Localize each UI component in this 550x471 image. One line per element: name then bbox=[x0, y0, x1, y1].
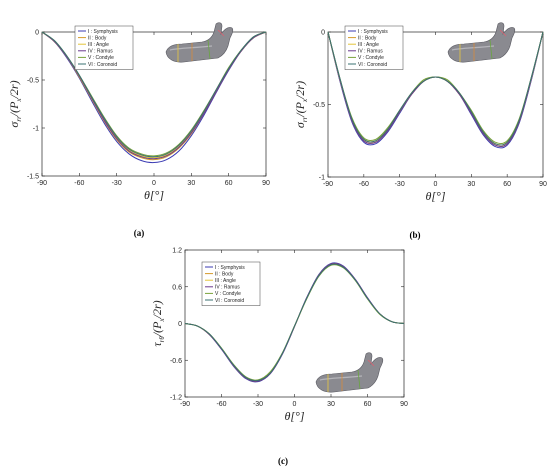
legend-entry: V : Condyle bbox=[358, 55, 384, 61]
x-tick-label: 0 bbox=[434, 181, 438, 188]
x-tick-label: -90 bbox=[37, 180, 47, 187]
x-tick-label: 60 bbox=[503, 181, 511, 188]
legend-entry: II : Body bbox=[88, 35, 107, 41]
x-tick-label: 60 bbox=[364, 401, 372, 408]
legend-entry: I : Symphysis bbox=[358, 29, 388, 35]
y-tick-label: 0 bbox=[35, 30, 39, 37]
chart-c: -90 -60 -30 0 30 60 90 1.2 0.6 0 -0.6 -1.2 I : Symph… bbox=[150, 248, 408, 467]
x-tick-label: 90 bbox=[262, 180, 270, 187]
y-axis-label: τrθ/(Px/2r) bbox=[150, 300, 166, 346]
panel-caption: (c) bbox=[278, 456, 288, 466]
x-tick-label: 90 bbox=[539, 181, 547, 188]
jaw-model-illustration bbox=[315, 352, 384, 393]
x-tick-label: 90 bbox=[400, 401, 408, 408]
y-tick-label: -1 bbox=[33, 126, 39, 133]
jaw-model-illustration bbox=[165, 22, 234, 63]
legend-entry: IV : Ramus bbox=[358, 49, 383, 55]
legend-entry: IV : Ramus bbox=[215, 285, 240, 291]
legend-entry: VI : Coronoid bbox=[88, 62, 117, 68]
legend-box bbox=[344, 25, 404, 70]
legend-entry: III : Angle bbox=[215, 278, 236, 284]
x-tick-label: -30 bbox=[395, 181, 405, 188]
legend-entry: VI : Coronoid bbox=[215, 298, 244, 304]
y-tick-label: 0 bbox=[178, 321, 182, 328]
series-line-6 bbox=[327, 31, 544, 146]
x-tick-label: -90 bbox=[323, 181, 333, 188]
x-tick-label: 30 bbox=[187, 180, 195, 187]
y-tick-label: -0.6 bbox=[170, 358, 182, 365]
y-tick-label: 0 bbox=[321, 30, 325, 37]
x-tick-label: -60 bbox=[359, 181, 369, 188]
x-tick-label: 0 bbox=[293, 401, 297, 408]
legend-entry: I : Symphysis bbox=[88, 29, 118, 35]
x-tick-label: 0 bbox=[152, 180, 156, 187]
x-tick-label: -60 bbox=[216, 401, 226, 408]
series-line-6 bbox=[41, 31, 267, 158]
y-tick-label: -1.2 bbox=[170, 395, 182, 402]
panel-caption: (b) bbox=[410, 230, 421, 240]
jaw-model-illustration bbox=[447, 22, 516, 63]
legend-entry: II : Body bbox=[215, 271, 234, 277]
y-axis-label: σrr/(Px/2r) bbox=[7, 80, 23, 127]
legend-entry: III : Angle bbox=[88, 42, 109, 48]
legend-entry: VI : Coronoid bbox=[358, 62, 387, 68]
x-tick-label: -30 bbox=[112, 180, 122, 187]
y-tick-label: -1 bbox=[319, 175, 325, 182]
legend-entry: III : Angle bbox=[358, 42, 379, 48]
y-axis-label: σrr/(Px/2r) bbox=[293, 81, 309, 128]
chart-a: -90 -60 -30 0 30 60 90 0 -0.5 -1 -1.5 I : Symphysis… bbox=[7, 22, 270, 238]
x-axis-label: θ[°] bbox=[284, 409, 304, 423]
x-tick-label: -90 bbox=[180, 401, 190, 408]
legend-entry: IV : Ramus bbox=[88, 49, 113, 55]
y-tick-label: -0.5 bbox=[27, 78, 39, 85]
panel-caption: (a) bbox=[134, 228, 145, 238]
x-tick-label: 60 bbox=[225, 180, 233, 187]
x-tick-label: -30 bbox=[253, 401, 263, 408]
x-axis-label: θ[°] bbox=[425, 189, 445, 203]
legend-entry: II : Body bbox=[358, 35, 377, 41]
y-tick-label: 1.2 bbox=[172, 248, 182, 255]
x-tick-label: 30 bbox=[467, 181, 475, 188]
legend-box bbox=[201, 261, 261, 306]
legend-entry: I : Symphysis bbox=[215, 265, 245, 271]
y-tick-label: -1.5 bbox=[27, 174, 39, 181]
x-tick-label: -60 bbox=[74, 180, 84, 187]
x-axis-label: θ[°] bbox=[144, 188, 164, 202]
legend-entry: V : Condyle bbox=[215, 291, 241, 297]
y-tick-label: 0.6 bbox=[172, 284, 182, 291]
legend-box bbox=[74, 25, 134, 70]
series-line-6 bbox=[184, 263, 405, 382]
x-tick-label: 30 bbox=[327, 401, 335, 408]
legend-entry: V : Condyle bbox=[88, 55, 114, 61]
y-tick-label: -0.5 bbox=[313, 102, 325, 109]
